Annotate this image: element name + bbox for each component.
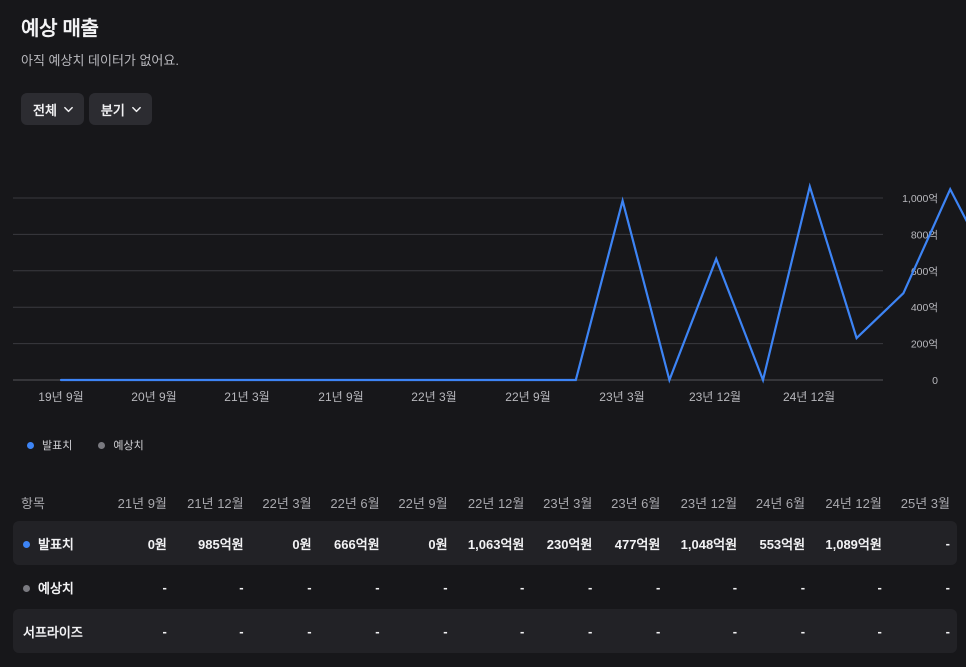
- filter-scope-label: 전체: [33, 102, 57, 118]
- table-cell: -: [318, 609, 387, 653]
- table-column-header: 24년 6월: [755, 495, 806, 511]
- revenue-line-chart: 0 200억 400억 600억 800억 1,000억 19년 9월 20년 9월 21년 …: [13, 182, 966, 404]
- table-cell: 666억원: [318, 521, 387, 565]
- y-tick-label: 800억: [911, 229, 938, 241]
- table-column-header: 23년 12월: [680, 495, 738, 511]
- y-tick-label: 0: [932, 375, 938, 387]
- table-cell: 1,063억원: [454, 521, 532, 565]
- table-cell: -: [588, 579, 593, 595]
- table-header-label: 항목: [21, 495, 45, 511]
- table-cell: 553억원: [744, 521, 813, 565]
- chevron-down-icon: [131, 106, 141, 112]
- table-cell: 0원: [386, 521, 455, 565]
- table-cell: -: [599, 609, 668, 653]
- table-column-header: 22년 6월: [330, 495, 380, 511]
- row-label-cell: 서프라이즈: [13, 609, 106, 653]
- table-cell: -: [173, 609, 251, 653]
- table-cell: 0원: [250, 521, 319, 565]
- table-cell: 985억원: [173, 521, 251, 565]
- table-column-header: 21년 9월: [117, 495, 167, 511]
- table-cell: -: [105, 609, 174, 653]
- table-cell: -: [375, 579, 380, 595]
- x-tick-label: 21년 3월: [224, 390, 269, 404]
- table-cell: -: [744, 609, 813, 653]
- table-column-header: 25년 3월: [900, 495, 950, 511]
- y-tick-label: 200억: [911, 339, 938, 351]
- x-tick-label: 22년 3월: [411, 390, 456, 404]
- filter-bar: 전체 분기: [21, 93, 152, 125]
- x-tick-label: 22년 9월: [505, 390, 550, 404]
- table-column-header: 23년 3월: [543, 495, 593, 511]
- legend-label-estimate: 예상치: [113, 440, 144, 452]
- table-cell: -: [812, 609, 889, 653]
- table-cell: -: [250, 609, 319, 653]
- table-column-header: 22년 12월: [467, 495, 525, 511]
- table-cell: 1,048억원: [667, 521, 745, 565]
- legend-label-actual: 발표치: [42, 440, 73, 452]
- table-cell: -: [307, 579, 312, 595]
- y-tick-label: 600억: [911, 266, 938, 278]
- y-tick-label: 1,000억: [902, 193, 938, 205]
- series-line-actual: [59, 182, 966, 384]
- legend-dot-actual: [27, 441, 34, 449]
- table-cell: 1,089억원: [812, 521, 889, 565]
- filter-scope-dropdown[interactable]: 전체: [21, 93, 84, 125]
- row-dot-icon: [23, 584, 30, 592]
- table-column-header: 22년 9월: [398, 495, 448, 511]
- row-dot-icon: [23, 540, 30, 548]
- row-label-cell: 예상치: [13, 565, 106, 609]
- table-column-header: 21년 12월: [187, 495, 244, 511]
- table-cell: -: [667, 609, 745, 653]
- table-cell: -: [454, 609, 532, 653]
- revenue-table: 항목 21년 9월 21년 12월 22년 3월 22년 6월 22년 9월 22년 12…: [13, 483, 957, 653]
- table-cell: -: [888, 521, 957, 565]
- table-column-header: 24년 12월: [825, 495, 882, 511]
- table-cell: -: [888, 609, 957, 653]
- table-cell: -: [732, 579, 738, 595]
- x-tick-label: 23년 3월: [599, 390, 644, 404]
- table-header-row: 항목 21년 9월 21년 12월 22년 3월 22년 6월 22년 9월 22년 12…: [13, 483, 957, 521]
- table-cell: -: [877, 579, 882, 595]
- x-tick-label: 20년 9월: [131, 390, 176, 404]
- y-tick-label: 400억: [911, 302, 938, 314]
- x-tick-label: 21년 9월: [318, 390, 363, 404]
- filter-period-label: 분기: [100, 102, 125, 118]
- row-label: 서프라이즈: [23, 624, 83, 640]
- table-cell: -: [800, 579, 806, 595]
- table-cell: -: [162, 579, 167, 595]
- table-cell: -: [531, 609, 600, 653]
- filter-period-dropdown[interactable]: 분기: [88, 93, 152, 125]
- row-label: 발표치: [38, 536, 74, 552]
- table-cell: -: [443, 579, 448, 595]
- table-cell: 0원: [105, 521, 174, 565]
- legend-item-actual[interactable]: 발표치: [27, 437, 72, 453]
- row-label-cell: 발표치: [13, 521, 106, 565]
- page-subtitle: 아직 예상치 데이터가 없어요.: [21, 53, 179, 68]
- legend-item-estimate[interactable]: 예상치: [98, 437, 144, 453]
- row-label: 예상치: [38, 580, 74, 596]
- table-cell: 230억원: [531, 521, 600, 565]
- chevron-down-icon: [64, 106, 73, 112]
- table-cell: 477억원: [599, 521, 668, 565]
- x-tick-label: 23년 12월: [689, 390, 741, 404]
- table-row: 서프라이즈 - - - - - - - - - - - -: [13, 609, 957, 653]
- table-row: 발표치 0원 985억원 0원 666억원 0원 1,063억원 230억원 477억원 1,04…: [13, 521, 957, 565]
- legend-dot-estimate: [98, 441, 106, 449]
- table-column-header: 23년 6월: [611, 495, 661, 511]
- table-cell: -: [520, 579, 525, 595]
- table-cell: -: [386, 609, 455, 653]
- x-tick-label: 24년 12월: [783, 390, 835, 404]
- table-cell: -: [656, 579, 661, 595]
- table-row: 예상치 - - - - - - - - - - - -: [13, 565, 957, 609]
- chart-legend: 발표치 예상치: [27, 437, 144, 453]
- x-tick-label: 19년 9월: [38, 390, 83, 404]
- page-title: 예상 매출: [21, 18, 99, 40]
- table-cell: -: [239, 579, 244, 595]
- table-cell: -: [945, 579, 950, 595]
- table-column-header: 22년 3월: [262, 495, 312, 511]
